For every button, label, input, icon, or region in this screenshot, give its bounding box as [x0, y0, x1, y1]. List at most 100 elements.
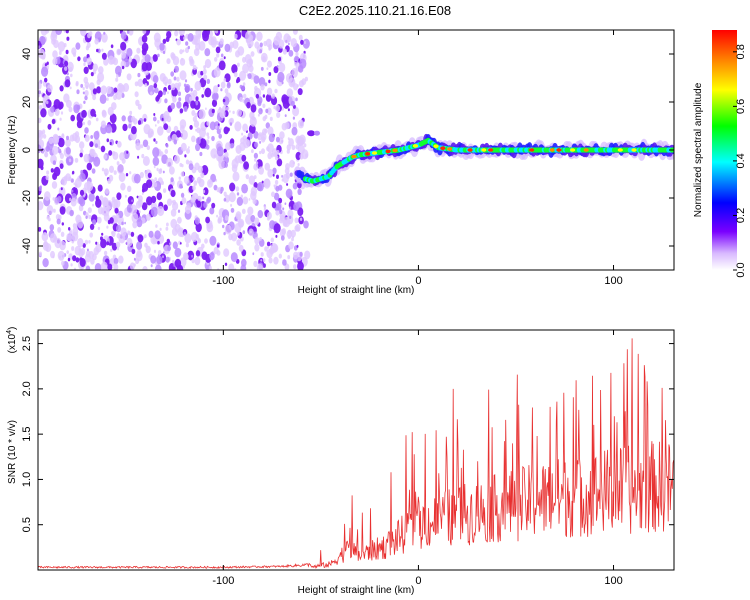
noise-blob	[48, 137, 54, 145]
noise-blob	[211, 99, 218, 107]
noise-blob	[192, 67, 198, 75]
noise-blob	[236, 109, 242, 117]
snr-scale-label: (x104)	[6, 327, 18, 354]
noise-blob	[42, 258, 49, 268]
noise-blob	[294, 217, 299, 224]
noise-blob	[262, 103, 266, 109]
noise-blob	[266, 87, 273, 96]
noise-blob	[287, 229, 292, 235]
signal-stray	[314, 130, 320, 136]
noise-blob	[65, 147, 71, 155]
noise-blob	[49, 233, 57, 243]
noise-blob	[56, 218, 61, 225]
noise-blob	[229, 110, 231, 113]
noise-blob	[152, 156, 160, 166]
noise-blob	[250, 186, 258, 196]
noise-blob	[291, 68, 298, 78]
noise-blob	[44, 77, 48, 83]
noise-blob	[167, 91, 169, 95]
noise-blob	[183, 106, 188, 112]
noise-blob	[262, 94, 266, 98]
noise-blob	[141, 202, 148, 211]
noise-blob	[249, 230, 252, 234]
noise-blob	[216, 214, 219, 218]
noise-blob	[146, 196, 153, 206]
noise-blob	[144, 83, 148, 87]
noise-blob	[58, 50, 62, 56]
noise-blob	[105, 124, 112, 134]
noise-blob	[215, 125, 218, 129]
noise-blob	[178, 176, 181, 180]
noise-blob	[260, 84, 265, 91]
spectrogram-y-tick-label: 20	[21, 96, 33, 108]
noise-blob	[120, 60, 127, 69]
noise-blob	[170, 218, 178, 229]
noise-blob	[283, 33, 291, 44]
noise-blob	[230, 252, 238, 263]
noise-blob	[217, 84, 220, 88]
noise-blob	[136, 218, 143, 228]
spectrogram-x-tick-label: 100	[604, 275, 622, 287]
noise-blob	[176, 76, 180, 82]
noise-blob	[224, 162, 228, 168]
noise-blob	[216, 128, 221, 135]
noise-blob	[50, 250, 55, 259]
noise-blob	[179, 242, 182, 245]
noise-blob	[266, 67, 269, 70]
noise-blob	[126, 237, 133, 247]
signal-hotspot	[365, 152, 371, 156]
noise-blob	[110, 248, 113, 252]
noise-blob	[200, 172, 205, 179]
noise-blob	[144, 242, 148, 248]
noise-blob	[153, 32, 161, 43]
noise-blob	[74, 157, 79, 163]
noise-blob	[92, 88, 97, 95]
noise-blob	[121, 51, 126, 59]
noise-blob	[72, 255, 77, 262]
noise-blob	[79, 148, 84, 154]
noise-blob	[148, 230, 154, 238]
noise-blob	[260, 136, 266, 143]
noise-blob	[295, 97, 298, 102]
snr-series-line	[38, 338, 674, 570]
noise-blob	[239, 141, 246, 151]
noise-blob	[55, 30, 63, 36]
noise-blob	[267, 60, 272, 68]
noise-blob	[241, 183, 249, 194]
noise-blob	[255, 93, 260, 99]
noise-blob	[241, 208, 246, 214]
noise-blob	[92, 69, 97, 75]
noise-blob	[80, 30, 87, 37]
noise-blob	[193, 180, 198, 186]
noise-blob	[73, 267, 77, 270]
noise-blob	[275, 104, 280, 112]
noise-blob	[256, 161, 259, 165]
noise-blob	[297, 163, 300, 167]
noise-blob	[230, 142, 235, 149]
noise-blob	[229, 182, 236, 192]
noise-blob	[220, 88, 223, 92]
noise-blob	[264, 246, 268, 252]
noise-blob	[266, 211, 272, 220]
noise-blob	[268, 133, 275, 143]
noise-blob	[70, 263, 73, 267]
noise-blob	[199, 127, 206, 138]
noise-blob	[116, 74, 119, 78]
noise-blob	[40, 36, 46, 45]
noise-blob	[153, 116, 157, 122]
noise-blob	[186, 202, 191, 209]
noise-blob	[282, 48, 287, 55]
snr-x-label: Height of straight line (km)	[298, 585, 415, 596]
noise-blob	[38, 117, 42, 124]
noise-blob	[259, 42, 263, 48]
noise-blob	[116, 192, 122, 200]
colorbar-tick-label: 0.8	[735, 44, 747, 59]
noise-blob	[243, 93, 247, 99]
noise-blob	[120, 41, 127, 51]
noise-blob	[285, 163, 290, 170]
noise-blob	[203, 30, 210, 37]
noise-blob	[195, 66, 198, 70]
noise-blob	[257, 134, 262, 141]
noise-blob	[253, 163, 259, 171]
noise-blob	[301, 78, 307, 86]
